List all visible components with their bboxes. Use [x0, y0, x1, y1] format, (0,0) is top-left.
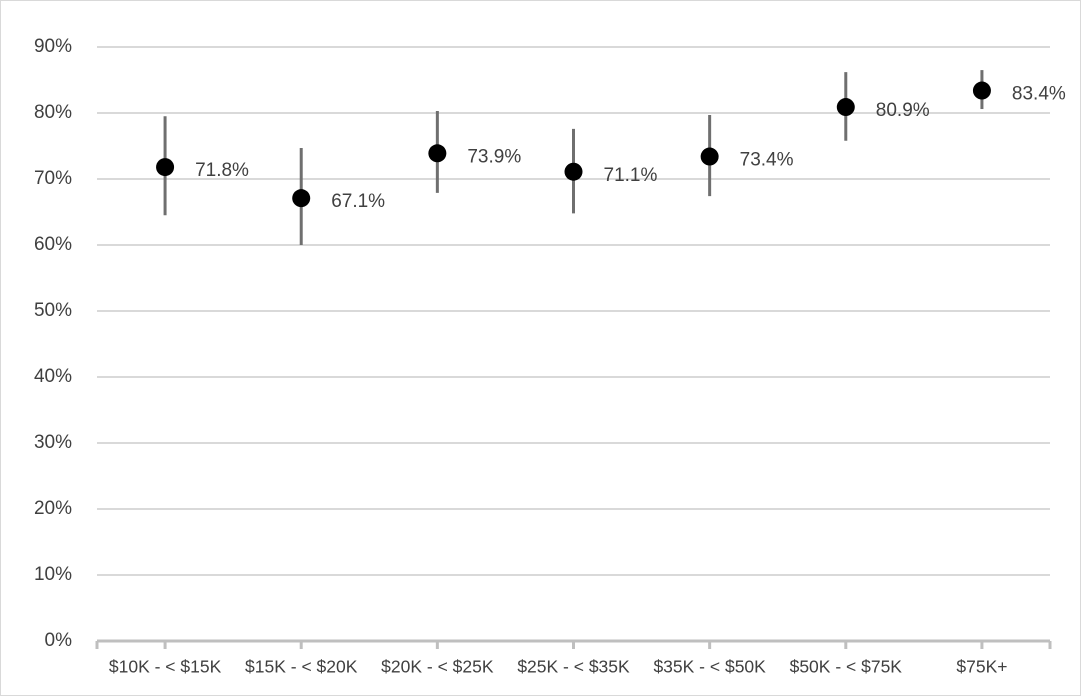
x-tick-label: $50K - < $75K — [790, 657, 903, 677]
value-label: 71.1% — [604, 165, 658, 186]
x-tick-label: $15K - < $20K — [245, 657, 358, 677]
y-tick-label: 50% — [34, 300, 72, 321]
point — [292, 189, 311, 208]
y-tick-label: 70% — [34, 168, 72, 189]
point — [700, 147, 719, 166]
point — [156, 158, 175, 177]
y-tick-label: 20% — [34, 498, 72, 519]
value-label: 80.9% — [876, 100, 930, 121]
y-tick-label: 80% — [34, 102, 72, 123]
value-label: 67.1% — [331, 191, 385, 212]
y-tick-label: 60% — [34, 234, 72, 255]
point — [564, 162, 583, 181]
value-label: 71.8% — [195, 160, 249, 181]
x-tick-label: $10K - < $15K — [109, 657, 222, 677]
point — [972, 81, 991, 100]
value-label: 83.4% — [1012, 84, 1066, 105]
x-tick-label: $75K+ — [956, 657, 1007, 677]
y-tick-label: 40% — [34, 366, 72, 387]
value-label: 73.9% — [467, 146, 521, 167]
y-tick-label: 30% — [34, 432, 72, 453]
point — [428, 144, 447, 163]
value-label: 73.4% — [740, 150, 794, 171]
point — [836, 98, 855, 117]
x-tick-label: $35K - < $50K — [653, 657, 766, 677]
y-tick-label: 90% — [34, 36, 72, 57]
y-tick-label: 0% — [45, 630, 73, 651]
y-tick-label: 10% — [34, 564, 72, 585]
x-tick-label: $20K - < $25K — [381, 657, 494, 677]
x-tick-label: $25K - < $35K — [517, 657, 630, 677]
